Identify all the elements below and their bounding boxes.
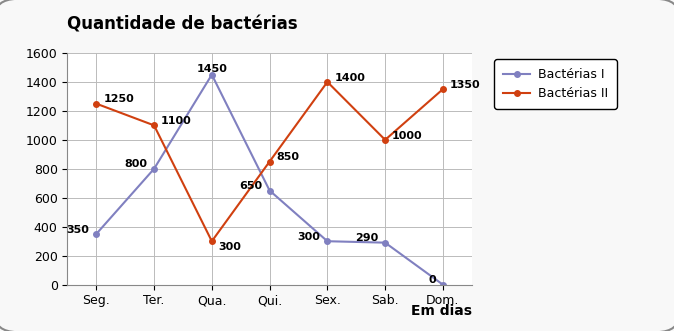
Bactérias I xyxy=(92,232,100,236)
Text: Em dias: Em dias xyxy=(410,304,472,318)
Bactérias II xyxy=(439,87,447,91)
Bactérias II xyxy=(208,239,216,243)
Bactérias I xyxy=(324,239,332,243)
Bactérias I xyxy=(266,189,274,193)
Text: 650: 650 xyxy=(239,181,263,191)
Bactérias II xyxy=(92,102,100,106)
Bactérias I xyxy=(150,167,158,171)
Text: 800: 800 xyxy=(124,160,147,169)
Text: 1400: 1400 xyxy=(334,72,365,82)
Text: 1100: 1100 xyxy=(161,116,191,126)
Bactérias I xyxy=(439,283,447,287)
Bactérias II xyxy=(324,80,332,84)
Text: 300: 300 xyxy=(297,232,320,242)
Bactérias II xyxy=(381,138,389,142)
Bactérias I xyxy=(208,73,216,77)
Text: 850: 850 xyxy=(276,152,299,162)
Line: Bactérias II: Bactérias II xyxy=(94,79,446,244)
Bactérias I xyxy=(381,241,389,245)
Bactérias II xyxy=(266,160,274,164)
Text: Quantidade de bactérias: Quantidade de bactérias xyxy=(67,15,298,33)
Text: 350: 350 xyxy=(67,225,90,235)
Text: 290: 290 xyxy=(355,233,378,243)
Bactérias II xyxy=(150,123,158,127)
Text: 1000: 1000 xyxy=(392,130,423,140)
Text: 300: 300 xyxy=(219,242,242,252)
Legend: Bactérias I, Bactérias II: Bactérias I, Bactérias II xyxy=(494,59,617,109)
Text: 1350: 1350 xyxy=(450,80,481,90)
Line: Bactérias I: Bactérias I xyxy=(94,72,446,287)
Text: 1250: 1250 xyxy=(103,94,134,104)
Text: 1450: 1450 xyxy=(196,64,227,74)
Text: 0: 0 xyxy=(429,275,436,285)
